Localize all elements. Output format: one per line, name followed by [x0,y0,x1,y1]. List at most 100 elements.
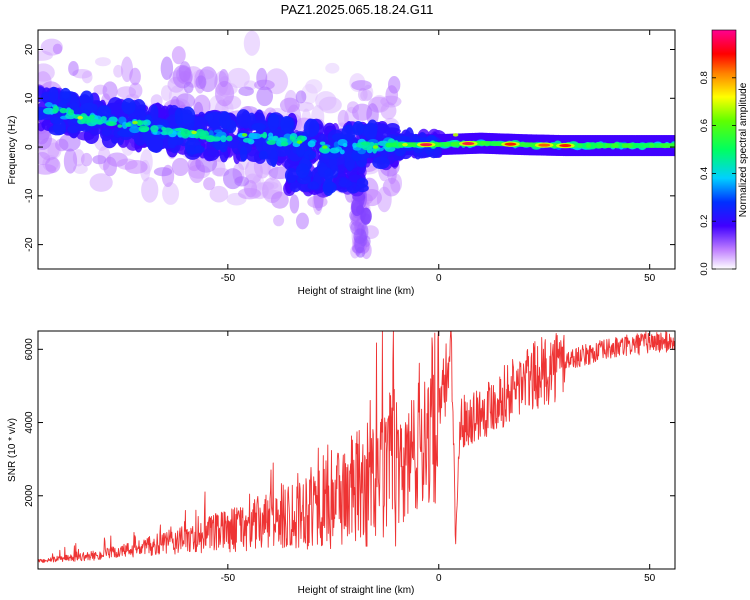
spectrogram-cell [142,129,152,141]
snr-y-ticks: 2000 4000 6000 [24,338,675,507]
spectrogram-cell [663,143,670,149]
spectrogram-cell [259,133,268,138]
spectrogram-cell [352,121,364,136]
spectrogram-cell [551,142,558,148]
spectrogram-cell [504,142,517,146]
spectrogram-cell [237,187,262,200]
colorbar-label: Normalized spectral amplitude [738,82,749,217]
y-tick-label: 0 [24,144,35,150]
spectrogram-cell [199,135,210,140]
spectrogram-cell [592,143,598,149]
spectrogram-cell [450,141,457,147]
spectrogram-cell [625,143,632,149]
spectrogram-cell [160,56,174,81]
spectrogram-cell [236,109,251,127]
spectrogram-cell [452,133,459,137]
spectrogram-cell [402,142,408,147]
spectrogram-cell [92,154,107,165]
spectrogram-cell [43,107,55,115]
spectrogram-cell [183,81,194,94]
y-tick-label: 20 [24,44,35,56]
spectrogram-frame [37,29,676,270]
spectrogram-cell [161,126,167,131]
spectrogram-cell [146,133,164,153]
spectrogram-cell [339,149,345,155]
spectrogram-cell [114,109,127,118]
spectrogram-cell [248,132,258,140]
spectrogram-cell [270,148,278,168]
spectrogram-cell [141,177,159,203]
spectrogram-cell [125,122,132,127]
spectrogram-cell [203,177,216,191]
spectrogram-cell [111,135,119,144]
spectrogram-cell [67,109,75,116]
spectrogram-cell [318,96,342,114]
spectrogram-panel: -50 0 50 -20 -10 0 10 20 Height of straight li… [7,29,676,297]
spectrogram-cell [480,140,486,146]
spectrogram-cell [360,141,371,146]
y-tick-label: 4000 [24,411,35,434]
spectrogram-cell [132,120,138,125]
spectrogram-cell [520,142,526,148]
x-tick-label: -50 [221,273,236,284]
spectrogram-cell [319,146,331,154]
spectrogram-cell [366,103,379,127]
spectrogram-cell [385,142,391,148]
colorbar-scale [711,29,737,270]
spectrogram-cell [598,143,604,149]
figure-title: PAZ1.2025.065.18.24.G11 [281,2,434,17]
spectrogram-cell [129,126,141,134]
x-tick-label: 50 [644,573,656,584]
spectrogram-cell [128,82,143,99]
spectrogram-cell [373,123,391,143]
spectrogram-cell [295,212,309,230]
spectrogram-cell [256,67,268,88]
spectrogram-cell [162,182,180,205]
spectrogram-cell [176,93,196,109]
spectrogram-cell [329,147,340,154]
spectrogram-cell [107,121,115,126]
spectrogram-cell [227,67,250,89]
spectrogram-cell [251,122,267,131]
spectrogram-cell [63,148,78,174]
spectrogram-cell [80,152,93,167]
spectrogram-cell [352,142,358,148]
colorbar-ticks: 0.0 0.2 0.4 0.6 0.8 [699,71,736,276]
snr-panel: -50 0 50 2000 4000 6000 Height of straight l… [7,330,676,596]
spectrogram-cell [391,142,398,148]
spectrogram-cell [420,143,433,147]
spectrogram-cell [357,87,368,102]
spectrogram-cell [73,163,88,174]
x-tick-label: -50 [221,573,236,584]
spectrogram-cell [266,139,276,145]
spectrogram-cell [351,80,372,91]
spectrogram-cell [52,43,63,55]
snr-series-line [38,331,675,564]
spectrogram-cell [319,141,326,146]
y-tick-label: -20 [24,237,35,252]
spectrogram-cell [581,143,588,149]
spectrogram-cell [77,116,83,120]
spectrogram-cell [204,113,214,121]
spectrogram-cell [270,191,289,209]
spectrogram-x-ticks: -50 0 50 [221,30,656,284]
spectrogram-heatmap [38,30,675,260]
y-tick-label: 6000 [24,338,35,361]
spectrogram-cell [136,119,143,126]
spectrogram-cell [103,156,117,177]
spectrogram-cell [101,127,112,137]
spectrogram-y-ticks: -20 -10 0 10 20 [24,44,675,252]
spectrogram-cell [61,91,70,100]
spectrogram-cell [239,145,248,162]
spectrogram-cell [307,181,319,190]
spectrogram-cell [89,114,95,119]
spectrogram-cell [305,79,323,94]
spectrogram-cell [495,141,501,147]
colorbar-tick-label: 0.2 [699,215,710,228]
spectrogram-cell [117,124,123,128]
spectrogram-cell [360,207,372,225]
spectrogram-cell [150,104,159,122]
spectrogram-cell [171,157,190,177]
spectrogram-cell [324,168,334,183]
snr-y-axis-label: SNR (10 * v/v) [7,418,18,482]
